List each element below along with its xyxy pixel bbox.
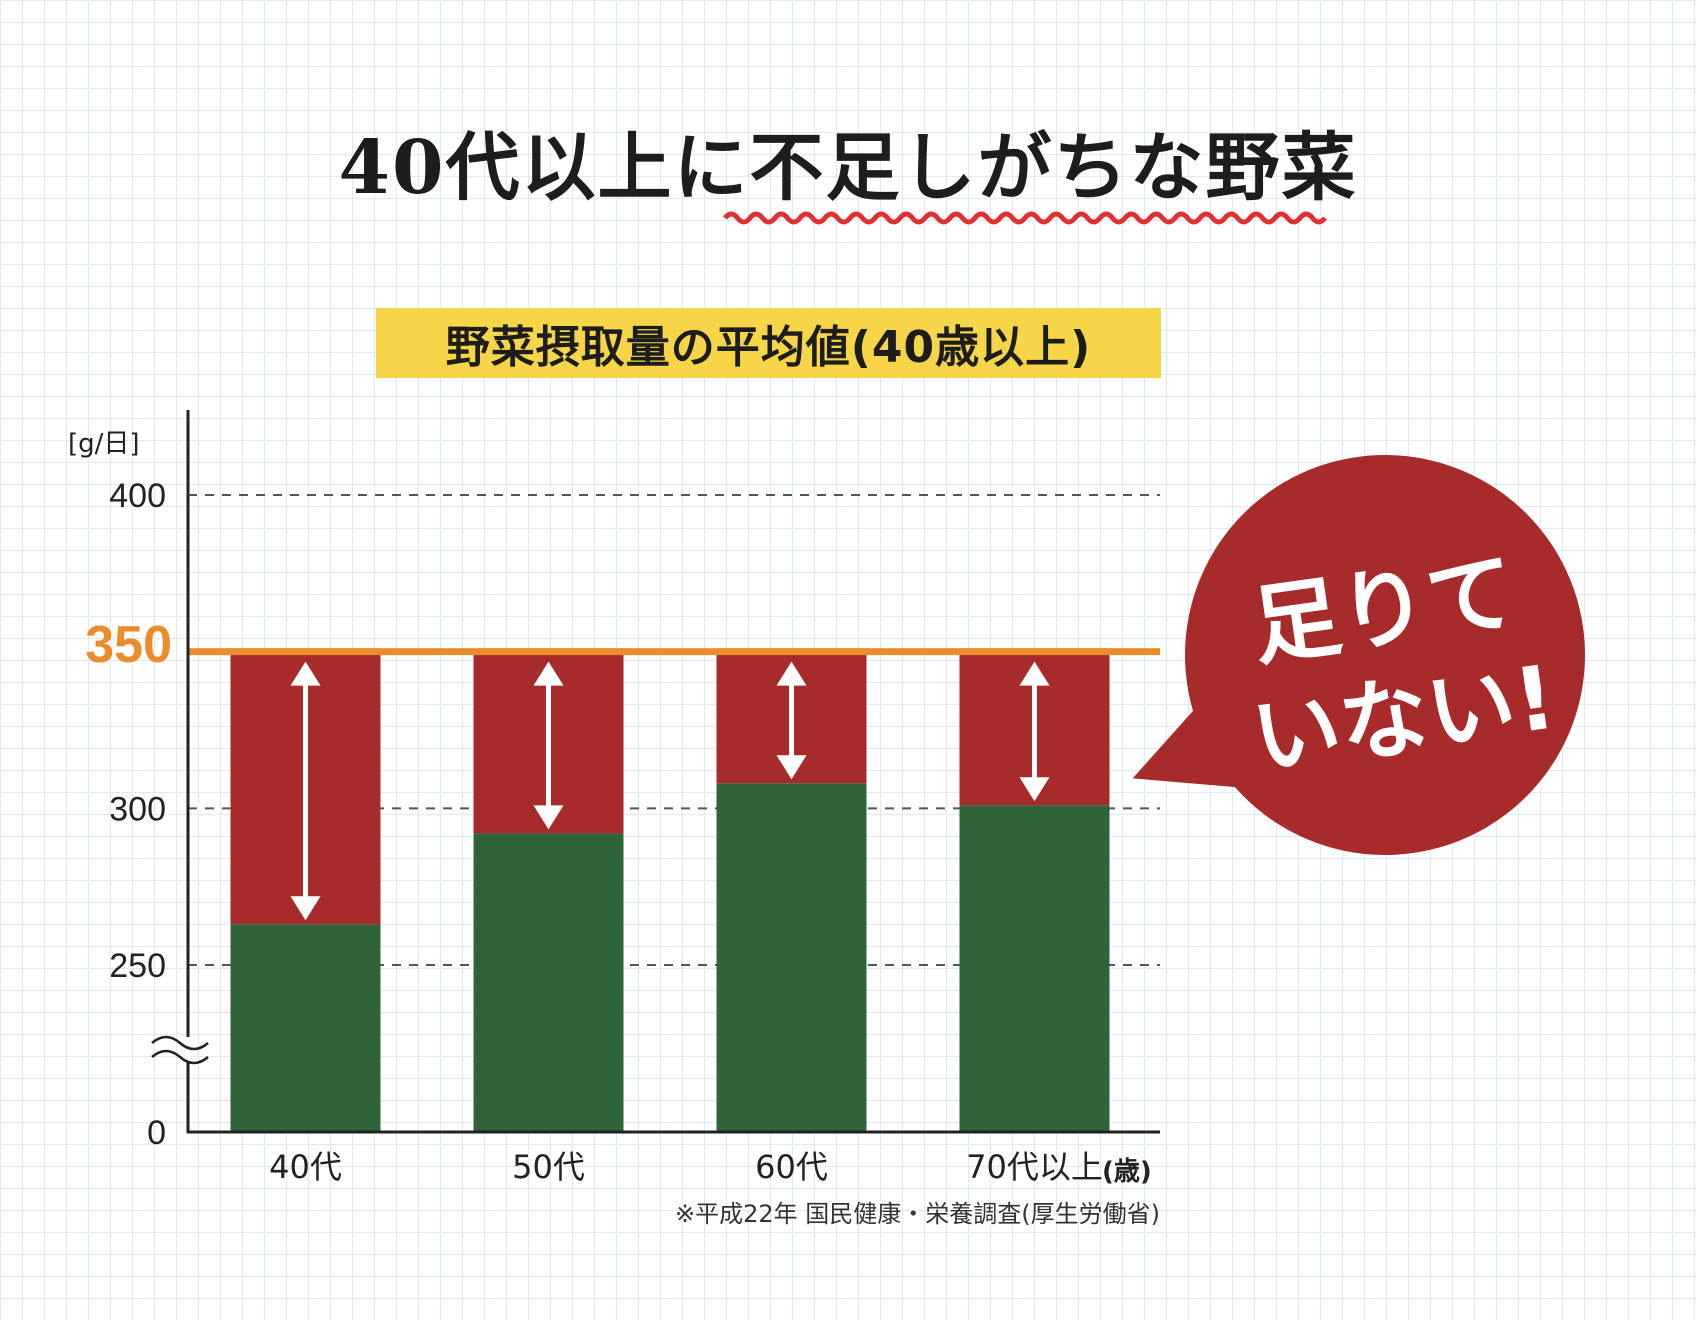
bar-intake — [959, 805, 1110, 1132]
footnote: ※平成22年 国民健康・栄養調査(厚生労働省) — [675, 1200, 1160, 1228]
chart-title: 野菜摂取量の平均値(40歳以上) — [376, 308, 1161, 378]
y-tick-label: 400 — [109, 477, 166, 515]
axis-break-gap — [184, 1037, 192, 1063]
shortfall-arrow-head-up — [1019, 661, 1050, 686]
callout-circle — [1185, 455, 1585, 855]
x-tick-label: 70代以上 — [966, 1148, 1103, 1186]
shortfall-arrow-head-down — [533, 805, 564, 830]
chart-title-text: 野菜摂取量の平均値(40歳以上) — [445, 322, 1092, 373]
x-tick-label: 50代 — [512, 1148, 585, 1186]
y-axis-label: [g/日] — [68, 429, 140, 459]
shortfall-arrow-head-up — [533, 661, 564, 686]
y-tick-label: 250 — [109, 947, 166, 985]
axes — [151, 410, 1160, 1134]
callout-bubble: 足りて いない! — [1132, 455, 1585, 855]
axis-break-wave — [151, 1049, 209, 1065]
callout-tail — [1132, 683, 1258, 790]
shortfall-arrows — [290, 661, 1050, 921]
shortfall-arrow-head-up — [290, 661, 321, 686]
title-wavy-underline — [723, 211, 1327, 225]
main-title: 40代以上に不足しがちな野菜 — [338, 125, 1358, 211]
y-tick-labels: 0 250 300 400 — [109, 477, 166, 1152]
shortfall-arrow-head-down — [290, 896, 321, 921]
shortfall-arrow-head-down — [1019, 777, 1050, 802]
bars — [230, 651, 1110, 1132]
x-axis-unit: (歳) — [1102, 1157, 1152, 1187]
shortfall-arrow-head-up — [776, 661, 807, 686]
shortfall-arrow-head-down — [776, 755, 807, 780]
bar-intake — [230, 924, 381, 1132]
y-tick-label: 300 — [109, 790, 166, 828]
x-tick-labels: 40代 50代 60代 70代以上 — [269, 1148, 1103, 1186]
x-tick-label: 60代 — [755, 1148, 828, 1186]
target-label: 350 — [85, 616, 172, 674]
axis-break-wave — [151, 1035, 209, 1051]
bar-intake — [473, 833, 624, 1132]
x-tick-label: 40代 — [269, 1148, 342, 1186]
y-tick-label: 0 — [147, 1114, 166, 1152]
bar-intake — [716, 783, 867, 1132]
